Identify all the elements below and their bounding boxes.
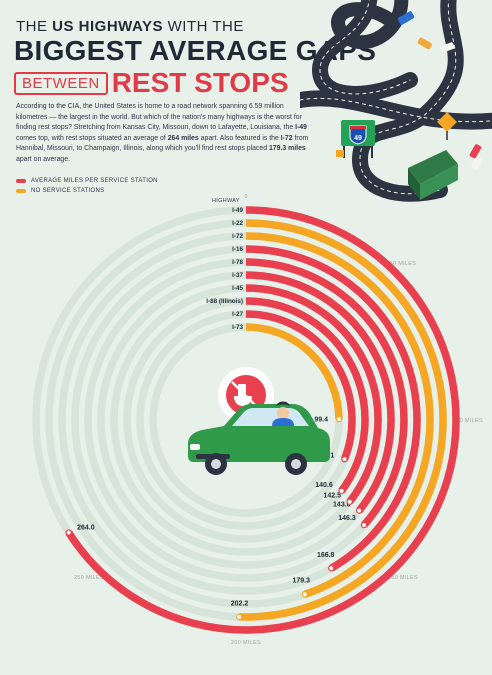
- intro-segment: 179.3 miles: [268, 145, 306, 152]
- value-label: 99.4: [314, 417, 328, 424]
- legend: AVERAGE MILES PER SERVICE STATION NO SER…: [16, 178, 158, 198]
- value-label: 264.0: [77, 525, 95, 532]
- bar-end-dot: [360, 521, 368, 529]
- bar-end-dot: [235, 613, 243, 621]
- intro-segment: 264 miles: [167, 134, 199, 142]
- intro-segment: comes top, with rest stops situated an a…: [16, 134, 168, 142]
- category-label: I-72: [232, 233, 243, 240]
- value-label: 142.5: [323, 492, 341, 499]
- bar-i-78: [246, 258, 408, 528]
- headlight: [190, 444, 200, 450]
- bar-i-45: [246, 284, 382, 505]
- category-label: I-45: [232, 285, 243, 292]
- bar-i-49: [65, 206, 460, 634]
- legend-label-average: AVERAGE MILES PER SERVICE STATION: [31, 178, 158, 184]
- bar-i-37: [246, 271, 395, 514]
- value-label: 143.0: [333, 501, 351, 508]
- title-rest-stops: REST STOPS: [111, 67, 289, 98]
- bar-i-73: [246, 323, 343, 420]
- title-line-3: BETWEEN REST STOPS: [14, 68, 289, 98]
- tick-label: 250 MILES: [74, 575, 104, 581]
- category-label: I-73: [232, 324, 243, 331]
- value-label: 140.6: [315, 482, 333, 489]
- value-label: 202.2: [231, 600, 249, 607]
- bar-i-27: [246, 310, 356, 461]
- category-label: I-27: [232, 311, 243, 318]
- rear-hub: [291, 459, 301, 469]
- legend-swatch-none: [16, 189, 26, 193]
- bar-end-dot: [335, 415, 343, 423]
- driver-hair: [276, 401, 290, 406]
- title-between-pill: BETWEEN: [14, 71, 108, 95]
- bar-end-dot: [301, 591, 308, 598]
- bar-end-dot: [346, 498, 353, 505]
- bar-end-dot: [327, 565, 335, 572]
- value-label: 146.3: [338, 515, 356, 522]
- bar-i-22: [239, 219, 447, 621]
- interstate-sign-icon: 49: [341, 120, 375, 158]
- bar-end-dot: [65, 529, 72, 536]
- small-sign-icon: [336, 150, 344, 157]
- tick-label-zero: 0: [245, 194, 248, 200]
- intro-segment: I-72: [280, 134, 293, 142]
- bar-end-dot: [341, 455, 348, 463]
- bar-i-72: [246, 232, 434, 598]
- bar-end-dot: [355, 507, 363, 514]
- category-label: I-78: [232, 259, 243, 266]
- legend-item-average: AVERAGE MILES PER SERVICE STATION: [16, 178, 158, 184]
- category-label: I-22: [232, 220, 243, 227]
- category-label: I-88 (Illinois): [206, 298, 243, 305]
- vehicles: [397, 11, 482, 170]
- intro-segment: I-49: [295, 124, 307, 131]
- intro-segment: from Hannibal, Missouri, to Champaign, I…: [16, 134, 309, 153]
- legend-swatch-average: [16, 179, 26, 183]
- bar-i-88-illinois-: [246, 297, 369, 494]
- category-label: I-37: [232, 272, 243, 279]
- tick-label: 50 MILES: [390, 261, 417, 267]
- category-label: I-49: [232, 207, 243, 214]
- value-label: 179.3: [293, 577, 311, 584]
- intro-paragraph: According to the CIA, the United States …: [16, 102, 316, 165]
- value-label: 166.8: [317, 552, 335, 559]
- car-illustration: [188, 367, 330, 475]
- interstate-sign-number: 49: [354, 135, 362, 142]
- highway-interchange-illustration: 49: [300, 0, 492, 202]
- category-label: I-16: [232, 246, 243, 253]
- intro-segment: apart. Also featured is the: [198, 134, 281, 142]
- bar-i-16: [246, 245, 421, 572]
- legend-item-none: NO SERVICE STATIONS: [16, 188, 158, 194]
- warning-sign-icon: [437, 112, 457, 140]
- bar-end-dot: [338, 487, 345, 495]
- rest-area-building: [408, 150, 458, 200]
- driver-head: [277, 407, 289, 419]
- tick-label: 150 MILES: [388, 575, 418, 581]
- tick-label: 200 MILES: [231, 640, 261, 646]
- highway-axis-label: HIGHWAY: [212, 198, 240, 204]
- title-line-1: THE US HIGHWAYS WITH THE: [16, 18, 244, 35]
- road-network: [300, 0, 492, 202]
- legend-label-none: NO SERVICE STATIONS: [31, 188, 105, 194]
- intro-segment: According to the CIA, the United States …: [16, 103, 302, 131]
- tick-label: 100 MILES: [453, 418, 483, 424]
- driver-shirt: [272, 418, 294, 426]
- front-hub: [211, 459, 221, 469]
- intro-segment: apart on average.: [16, 155, 71, 163]
